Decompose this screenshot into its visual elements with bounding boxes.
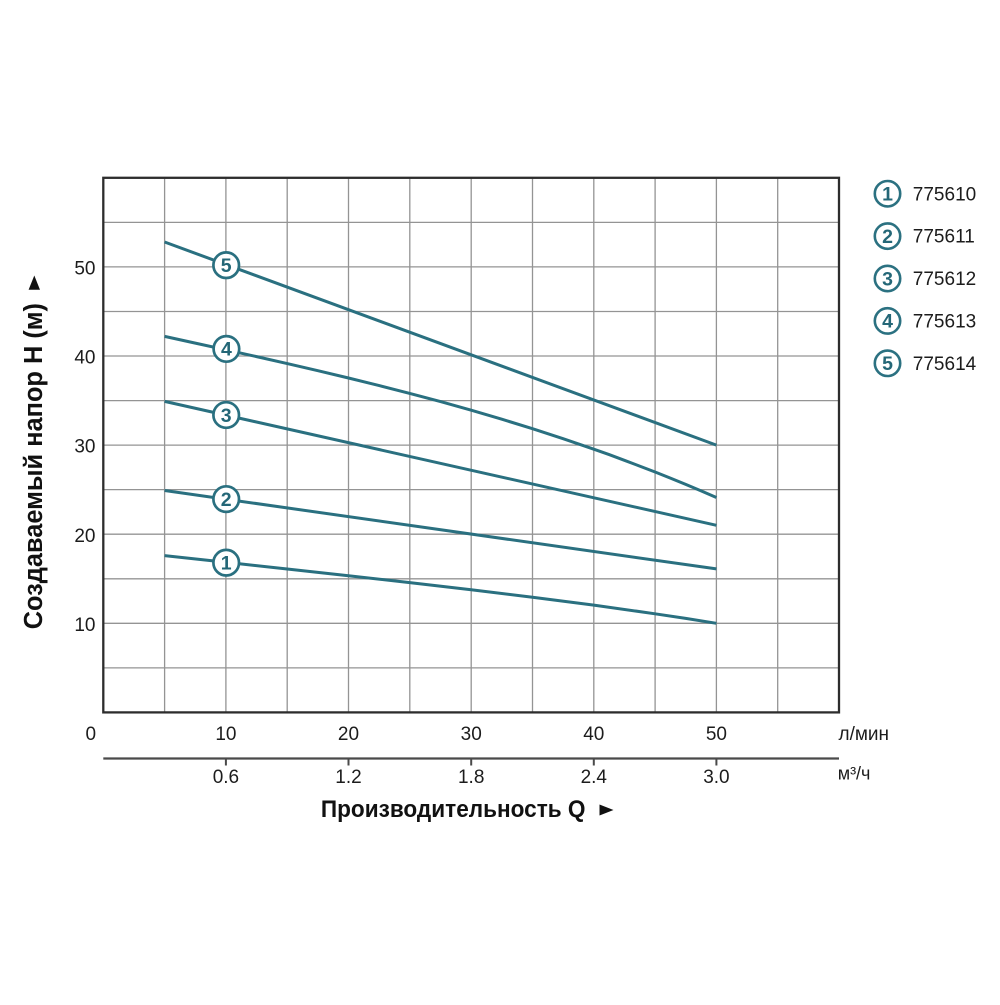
svg-text:775614: 775614: [913, 354, 977, 375]
svg-text:Создаваемый напор H (м): Создаваемый напор H (м): [20, 303, 48, 629]
svg-text:10: 10: [215, 724, 236, 745]
svg-text:4: 4: [882, 311, 893, 333]
svg-text:2: 2: [882, 226, 893, 248]
svg-text:0.6: 0.6: [213, 767, 239, 788]
svg-text:3: 3: [221, 405, 232, 427]
svg-text:1.2: 1.2: [335, 767, 361, 788]
svg-text:50: 50: [706, 724, 727, 745]
svg-text:40: 40: [74, 348, 95, 369]
svg-text:0: 0: [86, 724, 97, 745]
svg-text:30: 30: [74, 437, 95, 458]
svg-text:3: 3: [882, 268, 893, 290]
svg-text:л/мин: л/мин: [839, 724, 890, 745]
svg-text:50: 50: [74, 259, 95, 280]
svg-text:4: 4: [221, 339, 232, 361]
svg-text:1: 1: [882, 184, 893, 206]
svg-text:5: 5: [882, 353, 893, 375]
svg-text:20: 20: [338, 724, 359, 745]
svg-text:775610: 775610: [913, 184, 976, 205]
svg-text:30: 30: [461, 724, 482, 745]
svg-text:2.4: 2.4: [581, 767, 608, 788]
svg-text:775612: 775612: [913, 269, 976, 290]
svg-text:м³/ч: м³/ч: [838, 764, 871, 784]
svg-text:1.8: 1.8: [458, 767, 484, 788]
svg-text:Производительность Q: Производительность Q: [321, 796, 586, 823]
svg-text:10: 10: [74, 615, 95, 636]
svg-text:20: 20: [74, 526, 95, 547]
svg-text:775613: 775613: [913, 312, 976, 333]
svg-text:775611: 775611: [913, 227, 975, 248]
svg-text:40: 40: [583, 724, 604, 745]
svg-text:2: 2: [221, 489, 232, 511]
svg-text:5: 5: [221, 255, 232, 277]
svg-text:1: 1: [221, 553, 232, 575]
svg-text:3.0: 3.0: [703, 767, 729, 788]
